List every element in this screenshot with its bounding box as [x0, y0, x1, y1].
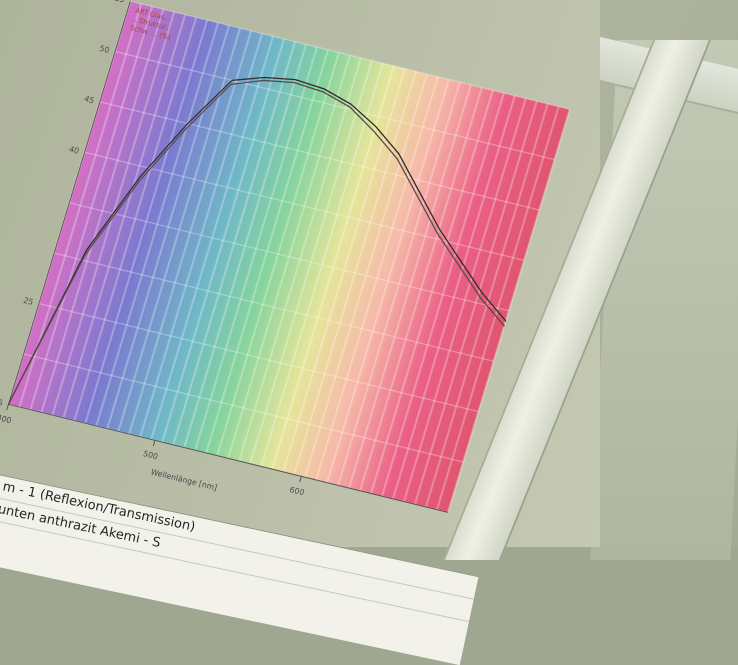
data-point — [322, 91, 324, 93]
data-point — [458, 265, 460, 267]
grid-line-vertical — [260, 63, 384, 467]
grid-line-vertical — [380, 92, 505, 497]
grid-line-vertical — [161, 38, 286, 443]
grid-line-vertical — [249, 60, 373, 465]
grid-line-vertical — [413, 100, 538, 505]
series-line — [7, 76, 507, 405]
data-point — [350, 103, 352, 105]
plot-area — [8, 1, 570, 513]
data-point — [263, 76, 266, 79]
grid-line-vertical — [337, 81, 461, 486]
grid-line-vertical — [62, 14, 187, 419]
data-point — [7, 403, 10, 405]
grid-line-vertical — [402, 98, 527, 502]
grid-line-vertical — [293, 71, 417, 475]
data-point — [187, 122, 189, 125]
data-point — [418, 190, 420, 192]
data-point — [375, 125, 377, 128]
data-point — [323, 88, 325, 90]
grid-line-horizontal — [114, 50, 555, 161]
grid-line-horizontal — [53, 252, 494, 362]
grid-line-vertical — [391, 95, 516, 500]
x-tick — [299, 476, 302, 483]
spectrum-chart: 400500600152540455055Wellenlänge [nm]ART… — [0, 0, 571, 514]
data-point — [480, 297, 482, 300]
grid-line-vertical — [84, 19, 209, 424]
data-point — [373, 130, 375, 133]
data-point — [294, 79, 296, 81]
y-axis — [7, 0, 131, 405]
grid-line-vertical — [128, 30, 253, 435]
data-point — [84, 254, 86, 256]
grid-line-vertical — [194, 46, 319, 451]
x-tick-label: 400 — [0, 413, 12, 425]
y-tick-label: 15 — [0, 397, 4, 408]
x-tick-label: 500 — [142, 449, 159, 461]
grid-line-vertical — [18, 3, 143, 408]
x-tick-label: 600 — [288, 485, 305, 497]
data-point — [396, 158, 398, 160]
grid-line-vertical — [172, 41, 297, 446]
data-point — [481, 292, 484, 295]
grid-line-horizontal — [38, 302, 479, 413]
grid-line-vertical — [271, 65, 395, 470]
grid-line-vertical — [139, 33, 264, 437]
chart-window: 400500600152540455055Wellenlänge [nm]ART… — [0, 0, 600, 547]
grid-line-vertical — [238, 57, 362, 462]
grid-line-vertical — [358, 87, 483, 492]
grid-line-vertical — [216, 52, 341, 456]
grid-line-vertical — [95, 22, 220, 427]
y-tick-label: 25 — [22, 296, 34, 307]
grid-line-vertical — [106, 25, 231, 429]
grid-line-vertical — [73, 17, 198, 421]
y-tick-label: 40 — [68, 145, 80, 156]
data-point — [416, 195, 419, 197]
data-point — [231, 79, 233, 81]
y-tick-label: 45 — [83, 94, 95, 105]
grid-line-vertical — [369, 90, 494, 494]
data-point — [293, 82, 296, 84]
grid-line-vertical — [326, 79, 450, 483]
grid-line-horizontal — [99, 101, 540, 211]
data-point — [138, 181, 140, 183]
x-tick — [152, 440, 156, 447]
grid-line-horizontal — [84, 151, 525, 262]
data-point — [437, 233, 439, 235]
x-axis — [8, 403, 449, 513]
grid-line-vertical — [150, 35, 275, 440]
grid-line-vertical — [282, 68, 406, 473]
series-line — [7, 79, 505, 405]
grid-line-vertical — [227, 54, 352, 459]
grid-line-horizontal — [69, 202, 509, 312]
data-point — [185, 127, 187, 130]
grid-line-vertical — [183, 44, 308, 448]
grid-line-vertical — [40, 8, 165, 413]
grid-line-horizontal — [130, 0, 570, 110]
grid-line-vertical — [347, 84, 472, 489]
data-point — [505, 320, 507, 322]
data-point — [398, 153, 400, 155]
data-point — [263, 79, 265, 82]
grid-line-vertical — [315, 76, 439, 481]
data-point — [503, 325, 505, 327]
data-point — [460, 260, 462, 262]
data-point — [85, 249, 88, 251]
data-point — [230, 83, 232, 85]
grid-line-horizontal — [23, 353, 464, 463]
grid-line-vertical — [446, 108, 571, 513]
grid-line-vertical — [435, 106, 560, 510]
grid-line-vertical — [29, 6, 154, 410]
y-tick-label: 55 — [114, 0, 126, 5]
x-tick — [6, 404, 9, 411]
grid-line-vertical — [205, 49, 330, 454]
x-axis-label: Wellenlänge [nm] — [150, 467, 219, 492]
data-point — [139, 176, 141, 178]
data-point — [438, 228, 440, 230]
grid-line-vertical — [304, 73, 428, 478]
y-tick-label: 50 — [98, 44, 110, 55]
data-point — [349, 106, 351, 108]
